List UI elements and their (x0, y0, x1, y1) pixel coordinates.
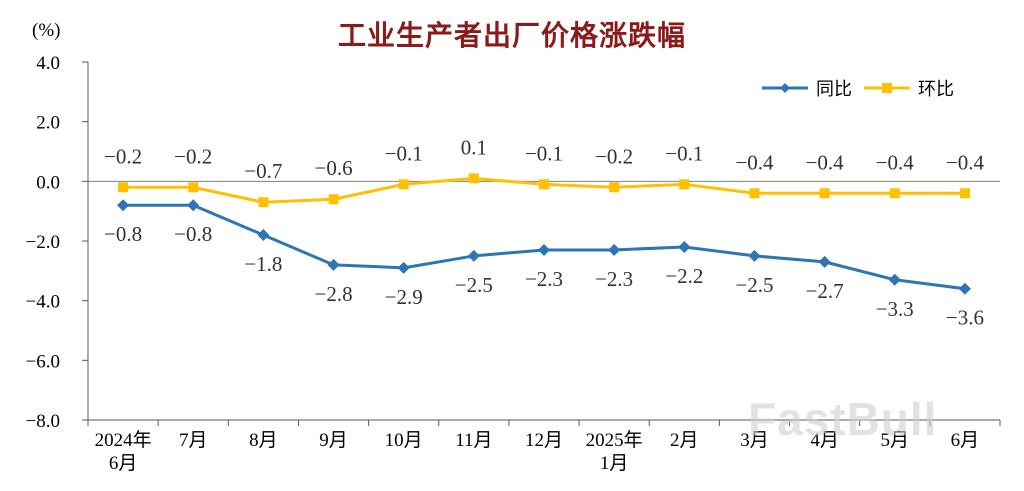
yoy-marker (538, 243, 550, 256)
yoy-marker (117, 199, 130, 212)
mom-data-label: −0.4 (806, 150, 845, 174)
yoy-marker (187, 199, 200, 212)
mom-data-label: −0.6 (314, 156, 352, 180)
legend-marker-yoy (780, 83, 790, 93)
yoy-data-label: −0.8 (174, 222, 212, 246)
yoy-data-label: −2.5 (455, 273, 493, 297)
mom-marker (959, 188, 970, 199)
yoy-marker (327, 258, 340, 271)
mom-data-label: −0.2 (104, 144, 142, 168)
x-tick-label: 1月 (600, 453, 629, 474)
mom-data-label: −0.2 (174, 144, 212, 168)
legend-item-yoy: 同比 (762, 79, 852, 99)
mom-marker (258, 197, 269, 208)
mom-marker (889, 188, 900, 199)
y-tick-label: 4.0 (36, 53, 60, 74)
yoy-data-label: −3.3 (876, 297, 914, 321)
x-tick-label: 9月 (319, 430, 348, 451)
yoy-marker (257, 229, 270, 242)
yoy-marker (818, 255, 831, 268)
chart-title: 工业生产者出厂价格涨跌幅 (337, 20, 686, 51)
x-tick-label: 4月 (810, 430, 839, 451)
mom-data-label: −0.1 (525, 141, 563, 165)
yoy-marker (608, 243, 621, 256)
yoy-data-label: −1.8 (244, 252, 282, 276)
mom-data-label: −0.4 (735, 150, 774, 174)
x-tick-label: 6月 (951, 430, 980, 451)
x-tick-label: 3月 (740, 430, 769, 451)
mom-marker (328, 194, 339, 205)
mom-data-label: −0.1 (385, 141, 423, 165)
x-tick-label: 10月 (385, 430, 423, 451)
mom-marker (188, 182, 199, 193)
y-axis-unit-label: (%) (32, 20, 61, 41)
yoy-data-label: −2.8 (314, 282, 352, 306)
mom-marker (679, 179, 690, 190)
yoy-data-label: −2.9 (385, 285, 423, 309)
yoy-marker (397, 261, 410, 274)
yoy-data-label: −0.8 (104, 222, 142, 246)
x-tick-label: 11月 (455, 430, 492, 451)
x-tick-label: 5月 (881, 430, 910, 451)
mom-marker (819, 188, 830, 199)
mom-data-label: 0.1 (461, 135, 487, 159)
legend-marker-mom (882, 83, 892, 93)
yoy-marker (678, 240, 691, 253)
yoy-marker (748, 249, 761, 262)
mom-marker (749, 188, 760, 199)
x-tick-label: 2024年 (95, 429, 152, 451)
x-tick-label: 6月 (109, 453, 138, 474)
x-tick-label: 12月 (525, 430, 563, 451)
x-tick-label: 8月 (249, 430, 278, 451)
x-tick-label: 2月 (670, 430, 699, 451)
y-tick-label: −4.0 (26, 292, 60, 313)
mom-data-label: −0.7 (244, 159, 282, 183)
yoy-data-label: −2.5 (735, 273, 773, 297)
x-tick-label: 7月 (179, 430, 208, 451)
mom-data-label: −0.4 (946, 150, 985, 174)
legend-label-yoy: 同比 (816, 79, 852, 99)
y-tick-label: 0.0 (36, 172, 60, 193)
yoy-data-label: −2.2 (665, 264, 703, 288)
yoy-data-label: −2.7 (806, 279, 844, 303)
yoy-data-label: −2.3 (525, 267, 563, 291)
mom-data-label: −0.1 (665, 141, 703, 165)
mom-marker (468, 173, 479, 184)
mom-marker (118, 182, 129, 193)
yoy-data-label: −3.6 (946, 306, 984, 330)
yoy-marker (958, 282, 971, 295)
x-tick-label: 2025年 (586, 429, 643, 451)
y-tick-label: −2.0 (26, 232, 60, 253)
y-tick-label: 2.0 (36, 113, 60, 134)
legend-label-mom: 环比 (918, 79, 954, 99)
mom-marker (609, 182, 620, 193)
y-tick-label: −6.0 (26, 351, 60, 372)
yoy-marker (467, 249, 480, 262)
yoy-data-label: −2.3 (595, 267, 633, 291)
mom-data-label: −0.2 (595, 144, 633, 168)
legend-item-mom: 环比 (864, 79, 954, 99)
yoy-marker (888, 273, 901, 286)
mom-marker (539, 179, 549, 190)
y-tick-label: −8.0 (26, 411, 60, 432)
mom-data-label: −0.4 (876, 150, 915, 174)
mom-marker (398, 179, 409, 190)
